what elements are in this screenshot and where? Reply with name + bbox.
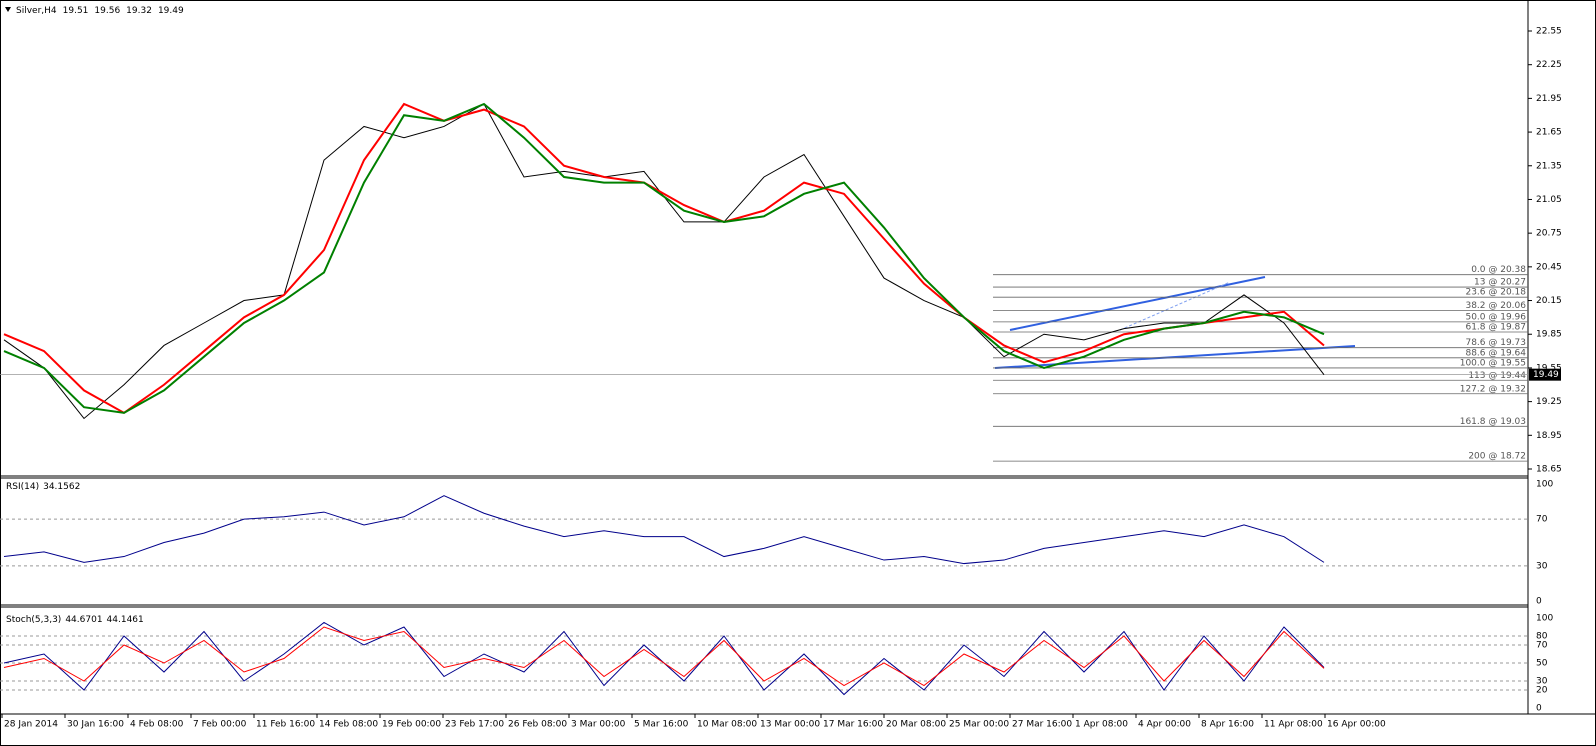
y-tick-label: 21.05 [1536,195,1562,205]
y-tick-label: 21.65 [1536,128,1562,138]
time-label: 25 Mar 00:00 [949,720,1009,730]
y-tick-label: 20 [1536,686,1548,696]
y-tick-label: 0 [1536,704,1542,714]
y-tick-label: 20.45 [1536,262,1562,272]
time-label: 26 Feb 08:00 [508,720,567,730]
fib-label: 100.0 @ 19.55 [1460,358,1526,368]
fib-label: 23.6 @ 20.18 [1465,288,1526,298]
header-part: 19.49 [158,6,184,16]
time-label: 11 Feb 16:00 [256,720,315,730]
series-line [3,102,1325,415]
fib-label: 38.2 @ 20.06 [1465,301,1526,311]
y-tick-label: 21.95 [1536,94,1562,104]
time-label: 7 Feb 00:00 [193,720,247,730]
time-label: 5 Mar 16:00 [634,720,689,730]
time-label: 17 Mar 16:00 [823,720,883,730]
header-part: Silver,H4 [16,6,57,16]
fib-label: 0.0 @ 20.38 [1471,265,1526,275]
menu-arrow[interactable] [5,7,11,12]
time-label: 19 Feb 00:00 [382,720,441,730]
rsi-header: RSI(14) 34.1562 [6,482,80,492]
time-label: 4 Apr 00:00 [1138,720,1191,730]
time-label: 27 Mar 16:00 [1012,720,1072,730]
y-tick-label: 19.25 [1536,397,1562,407]
stoch-header-part: Stoch(5,3,3) [6,615,61,625]
y-tick-label: 80 [1536,632,1548,642]
time-label: 14 Feb 08:00 [319,720,378,730]
time-label: 8 Apr 16:00 [1201,720,1254,730]
y-tick-label: 100 [1536,480,1553,490]
time-label: 1 Apr 08:00 [1075,720,1128,730]
y-tick-label: 19.85 [1536,330,1562,340]
y-tick-label: 21.35 [1536,161,1562,171]
fib-label: 50.0 @ 19.96 [1465,312,1526,322]
header-part: 19.32 [126,6,152,16]
y-tick-label: 19.55 [1536,363,1562,373]
rsi-header-part: 34.1562 [43,482,80,492]
y-tick-label: 22.55 [1536,27,1562,37]
y-tick-label: 50 [1536,659,1548,669]
time-label: 13 Mar 00:00 [760,720,820,730]
fib-label: 13 @ 20.27 [1474,278,1526,288]
time-label: 4 Feb 08:00 [130,720,184,730]
last-price-tag [1529,368,1561,381]
fib-label: 88.6 @ 19.64 [1465,348,1526,358]
series-line [3,626,1325,687]
time-label: 20 Mar 08:00 [886,720,946,730]
y-tick-label: 20.75 [1536,229,1562,239]
y-tick-label: 30 [1536,561,1548,571]
y-tick-label: 100 [1536,614,1553,624]
series-line [3,495,1325,565]
fib-label: 127.2 @ 19.32 [1460,384,1526,394]
y-tick-label: 70 [1536,641,1548,651]
series-line [3,102,1325,414]
rsi-header-part: RSI(14) [6,482,39,492]
y-tick-label: 22.25 [1536,60,1562,70]
header-part: 19.56 [94,6,120,16]
time-label: 16 Apr 00:00 [1327,720,1386,730]
stoch-header: Stoch(5,3,3) 44.6701 44.1461 [6,615,144,625]
y-tick-label: 30 [1536,677,1548,687]
time-label: 28 Jan 2014 [4,720,58,730]
stoch-header-part: 44.1461 [107,615,144,625]
fib-label: 113 @ 19.44 [1468,371,1526,381]
y-tick-label: 18.95 [1536,431,1562,441]
y-tick-label: 20.15 [1536,296,1562,306]
fib-label: 78.6 @ 19.73 [1465,338,1526,348]
fib-label: 61.8 @ 19.87 [1465,322,1526,332]
header: Silver,H4 19.51 19.56 19.32 19.49 [16,6,184,16]
time-label: 23 Feb 17:00 [445,720,504,730]
header-part: 19.51 [63,6,89,16]
y-tick-label: 70 [1536,515,1548,525]
time-label: 10 Mar 08:00 [697,720,757,730]
y-tick-label: 0 [1536,597,1542,607]
fib-label: 200 @ 18.72 [1468,452,1526,462]
time-label: 3 Mar 00:00 [571,720,626,730]
time-label: 30 Jan 16:00 [67,720,124,730]
time-label: 11 Apr 08:00 [1264,720,1323,730]
stoch-header-part: 44.6701 [65,615,102,625]
y-tick-label: 18.65 [1536,465,1562,475]
fib-label: 161.8 @ 19.03 [1460,417,1526,427]
last-price-label: 19.49 [1533,370,1559,380]
